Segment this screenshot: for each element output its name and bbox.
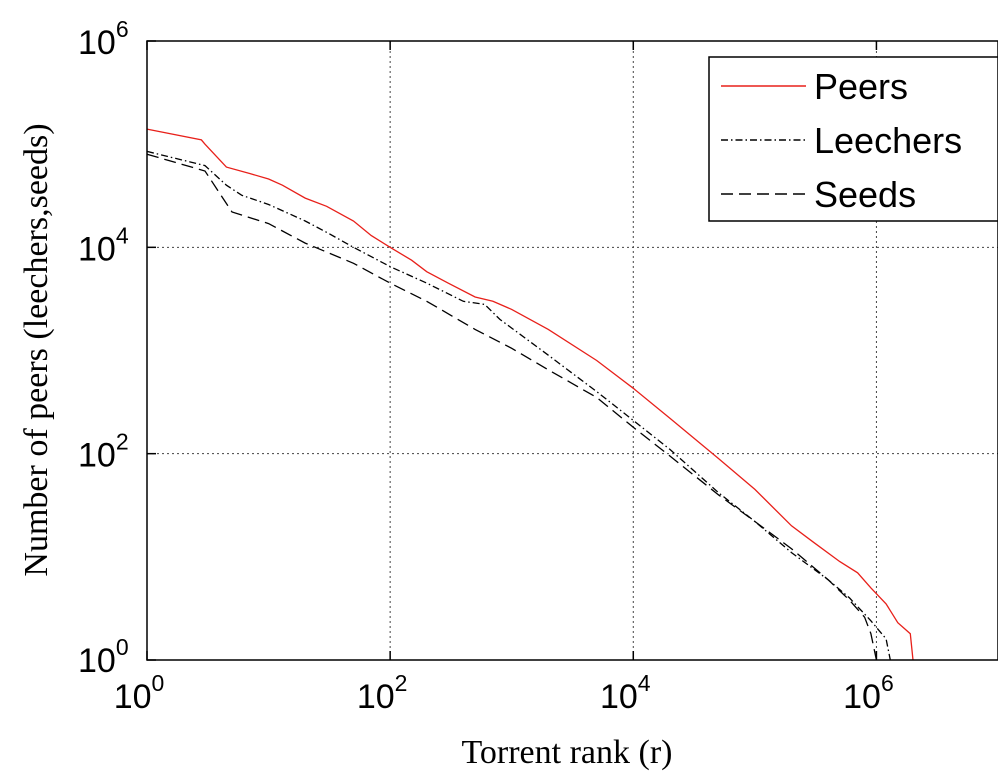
- x-tick-base: 10: [843, 678, 881, 716]
- legend-label-seeds: Seeds: [814, 174, 916, 215]
- y-tick-exponent: 2: [116, 429, 129, 455]
- x-tick-base: 10: [357, 678, 395, 716]
- plot-frame: [146, 40, 998, 661]
- x-tick-exponent: 0: [152, 670, 165, 696]
- y-tick-label: 102: [78, 429, 129, 475]
- y-tick-exponent: 4: [116, 222, 129, 248]
- y-tick-label: 104: [78, 222, 129, 268]
- x-tick-label: 104: [600, 670, 651, 716]
- grid: [147, 41, 998, 660]
- x-tick-exponent: 4: [638, 670, 651, 696]
- ticks: [146, 40, 878, 661]
- series-line-leechers: [146, 150, 891, 661]
- x-tick-labels: 100 102 104 106: [114, 670, 894, 716]
- y-tick-label: 106: [78, 16, 129, 62]
- y-tick-base: 10: [78, 24, 116, 62]
- x-tick-exponent: 2: [395, 670, 408, 696]
- y-tick-exponent: 6: [116, 16, 129, 42]
- x-tick-label: 106: [843, 670, 894, 716]
- series-line-peers: [146, 128, 914, 661]
- x-tick-base: 10: [114, 678, 152, 716]
- x-axis-label: Torrent rank (r): [462, 734, 673, 771]
- legend-label-peers: Peers: [814, 66, 908, 107]
- y-tick-base: 10: [78, 437, 116, 475]
- series-line-seeds: [146, 153, 878, 661]
- legend-label-leechers: Leechers: [814, 120, 962, 161]
- x-tick-exponent: 6: [881, 670, 894, 696]
- y-tick-base: 10: [78, 230, 116, 268]
- legend: Peers Leechers Seeds: [708, 56, 998, 222]
- x-tick-label: 100: [114, 670, 165, 716]
- y-tick-base: 10: [78, 642, 116, 680]
- x-tick-label: 102: [357, 670, 408, 716]
- y-tick-label: 100: [78, 634, 129, 680]
- series-group: [146, 128, 914, 661]
- y-tick-exponent: 0: [116, 634, 129, 660]
- y-axis-label: Number of peers (leechers,seeds): [18, 123, 55, 576]
- x-tick-base: 10: [600, 678, 638, 716]
